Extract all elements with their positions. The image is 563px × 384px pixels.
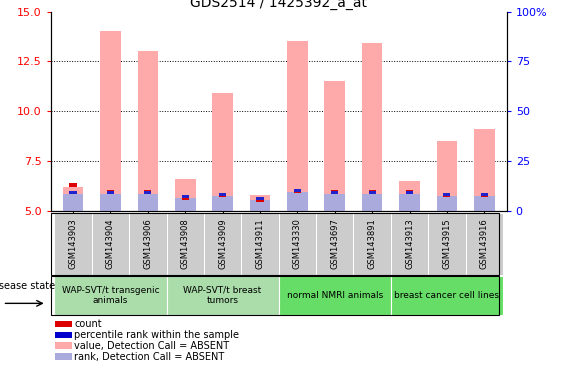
Bar bbox=[144, 190, 151, 194]
Bar bbox=[399, 194, 420, 211]
Bar bbox=[279, 213, 316, 275]
Bar bbox=[354, 213, 391, 275]
Text: GSM143909: GSM143909 bbox=[218, 218, 227, 269]
Text: disease state: disease state bbox=[0, 281, 55, 291]
Bar bbox=[369, 190, 376, 194]
Bar bbox=[250, 200, 270, 211]
Bar bbox=[69, 183, 77, 187]
Bar bbox=[362, 194, 382, 211]
Bar bbox=[167, 213, 204, 275]
Bar bbox=[129, 213, 167, 275]
Bar bbox=[250, 195, 270, 211]
Bar bbox=[219, 193, 226, 196]
Bar bbox=[437, 196, 457, 211]
Text: WAP-SVT/t transgenic
animals: WAP-SVT/t transgenic animals bbox=[62, 286, 159, 305]
Text: WAP-SVT/t breast
tumors: WAP-SVT/t breast tumors bbox=[184, 286, 262, 305]
Bar bbox=[316, 213, 354, 275]
Bar bbox=[55, 353, 72, 360]
Bar bbox=[428, 213, 466, 275]
Bar bbox=[287, 41, 307, 211]
Bar bbox=[144, 191, 151, 194]
Bar bbox=[279, 276, 391, 315]
Title: GDS2514 / 1425392_a_at: GDS2514 / 1425392_a_at bbox=[190, 0, 367, 10]
Text: GSM143891: GSM143891 bbox=[368, 218, 377, 269]
Text: GSM143916: GSM143916 bbox=[480, 218, 489, 269]
Text: normal NMRI animals: normal NMRI animals bbox=[287, 291, 383, 300]
Bar bbox=[204, 213, 242, 275]
Bar bbox=[242, 213, 279, 275]
Text: GSM143906: GSM143906 bbox=[144, 218, 153, 269]
Bar bbox=[294, 189, 301, 192]
Bar bbox=[362, 43, 382, 211]
Bar bbox=[443, 193, 450, 197]
Text: count: count bbox=[74, 319, 102, 329]
Bar bbox=[294, 189, 301, 193]
Bar bbox=[212, 196, 233, 211]
Bar bbox=[167, 276, 279, 315]
Text: GSM143908: GSM143908 bbox=[181, 218, 190, 269]
Bar bbox=[182, 196, 189, 200]
Bar bbox=[55, 321, 72, 327]
Text: GSM143697: GSM143697 bbox=[330, 218, 339, 269]
Bar bbox=[63, 187, 83, 211]
Text: GSM143911: GSM143911 bbox=[256, 218, 265, 269]
Bar bbox=[391, 213, 428, 275]
Bar bbox=[474, 196, 494, 211]
Bar bbox=[55, 331, 72, 338]
Bar bbox=[406, 191, 413, 194]
Bar bbox=[212, 93, 233, 211]
Bar bbox=[324, 194, 345, 211]
Bar bbox=[324, 81, 345, 211]
Text: value, Detection Call = ABSENT: value, Detection Call = ABSENT bbox=[74, 341, 230, 351]
Bar bbox=[474, 129, 494, 211]
Text: rank, Detection Call = ABSENT: rank, Detection Call = ABSENT bbox=[74, 352, 225, 362]
Bar bbox=[100, 194, 120, 211]
Bar bbox=[182, 195, 189, 198]
Bar bbox=[437, 141, 457, 211]
Bar bbox=[369, 191, 376, 194]
Bar bbox=[287, 192, 307, 211]
Bar bbox=[466, 213, 503, 275]
Text: GSM143904: GSM143904 bbox=[106, 218, 115, 269]
Bar bbox=[175, 198, 195, 211]
Text: GSM143330: GSM143330 bbox=[293, 218, 302, 269]
Bar bbox=[55, 343, 72, 349]
Text: breast cancer cell lines: breast cancer cell lines bbox=[395, 291, 499, 300]
Text: percentile rank within the sample: percentile rank within the sample bbox=[74, 330, 239, 340]
Bar bbox=[391, 276, 503, 315]
Bar bbox=[92, 213, 129, 275]
Bar bbox=[443, 193, 450, 196]
Bar bbox=[107, 191, 114, 194]
Bar bbox=[137, 51, 158, 211]
Bar bbox=[63, 194, 83, 211]
Bar bbox=[100, 31, 120, 211]
Bar bbox=[406, 190, 413, 194]
Bar bbox=[55, 276, 167, 315]
Bar bbox=[69, 191, 77, 194]
Bar bbox=[331, 191, 338, 194]
Bar bbox=[481, 193, 488, 197]
Text: GSM143913: GSM143913 bbox=[405, 218, 414, 269]
Bar bbox=[175, 179, 195, 211]
Bar bbox=[219, 193, 226, 197]
Bar bbox=[55, 213, 92, 275]
Bar bbox=[256, 198, 263, 202]
Bar bbox=[331, 190, 338, 194]
Text: GSM143915: GSM143915 bbox=[443, 218, 452, 269]
Text: GSM143903: GSM143903 bbox=[69, 218, 78, 269]
Bar bbox=[399, 181, 420, 211]
Bar bbox=[481, 193, 488, 196]
Bar bbox=[107, 190, 114, 194]
Bar bbox=[256, 197, 263, 200]
Bar bbox=[137, 194, 158, 211]
